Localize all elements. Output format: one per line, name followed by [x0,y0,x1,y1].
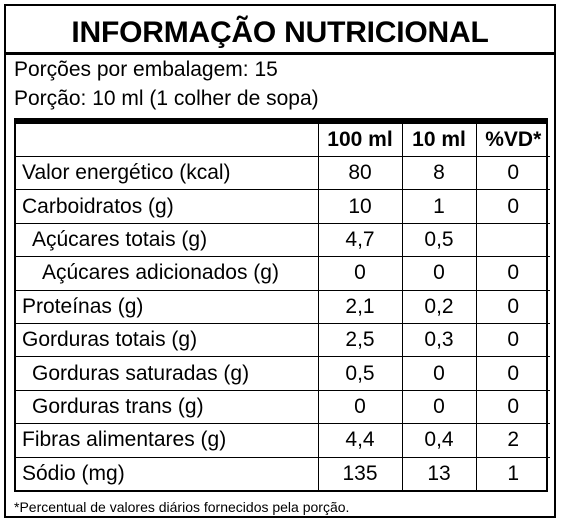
value-per-100ml: 0,5 [317,356,403,391]
nutrient-name: Fibras alimentares (g) [16,423,319,458]
value-daily-value: 0 [475,356,550,391]
header-nutrient [16,124,319,157]
value-daily-value: 0 [475,156,550,191]
nutrient-name: Açúcares adicionados (g) [16,256,319,291]
footnote: *Percentual de valores diários fornecido… [14,499,350,515]
nutrition-table: 100 ml 10 ml %VD* Valor energético (kcal… [16,124,550,490]
value-daily-value: 2 [475,423,550,458]
value-daily-value: 0 [475,289,550,324]
servings-per-package: Porções por embalagem: 15 [14,58,278,81]
value-per-100ml: 0 [317,389,403,425]
value-per-portion: 0 [401,389,477,425]
table-row: Gorduras totais (g) 2,5 0,3 0 [16,322,550,358]
nutrient-name: Gorduras totais (g) [16,322,319,358]
table-row: Valor energético (kcal) 80 8 0 [16,156,550,191]
value-per-portion: 0,5 [401,222,477,258]
value-per-portion: 0 [401,356,477,391]
nutrition-facts-label: INFORMAÇÃO NUTRICIONAL Porções por embal… [4,4,556,518]
value-per-portion: 0,2 [401,289,477,324]
table-header-row: 100 ml 10 ml %VD* [16,124,550,157]
nutrient-name: Açúcares totais (g) [16,222,319,258]
nutrient-name: Gorduras saturadas (g) [16,356,319,391]
value-per-100ml: 10 [317,189,403,224]
table-row: Gorduras saturadas (g) 0,5 0 0 [16,356,550,391]
table-row: Carboidratos (g) 10 1 0 [16,189,550,224]
nutrient-name: Proteínas (g) [16,289,319,324]
value-daily-value: 1 [475,456,550,490]
table-row: Sódio (mg) 135 13 1 [16,456,550,490]
table-row: Fibras alimentares (g) 4,4 0,4 2 [16,423,550,458]
title-divider [6,52,554,55]
value-per-portion: 13 [401,456,477,490]
value-daily-value [475,222,550,258]
header-per-portion: 10 ml [401,124,477,157]
value-per-100ml: 2,5 [317,322,403,358]
value-per-100ml: 2,1 [317,289,403,324]
value-per-portion: 8 [401,156,477,191]
nutrition-table-frame: 100 ml 10 ml %VD* Valor energético (kcal… [14,118,550,492]
label-title: INFORMAÇÃO NUTRICIONAL [71,16,489,49]
value-daily-value: 0 [475,256,550,291]
value-per-100ml: 80 [317,156,403,191]
table-row: Gorduras trans (g) 0 0 0 [16,389,550,425]
value-per-portion: 0,3 [401,322,477,358]
table-row: Açúcares totais (g) 4,7 0,5 [16,222,550,258]
value-per-100ml: 4,7 [317,222,403,258]
table-row: Proteínas (g) 2,1 0,2 0 [16,289,550,324]
value-per-100ml: 0 [317,256,403,291]
value-daily-value: 0 [475,322,550,358]
table-row: Açúcares adicionados (g) 0 0 0 [16,256,550,291]
value-daily-value: 0 [475,389,550,425]
nutrient-name: Gorduras trans (g) [16,389,319,425]
value-per-portion: 1 [401,189,477,224]
nutrient-name: Sódio (mg) [16,456,319,490]
value-per-100ml: 4,4 [317,423,403,458]
nutrient-name: Carboidratos (g) [16,189,319,224]
value-per-portion: 0,4 [401,423,477,458]
header-daily-value: %VD* [475,124,550,157]
nutrient-name: Valor energético (kcal) [16,156,319,191]
value-daily-value: 0 [475,189,550,224]
header-per-100ml: 100 ml [317,124,403,157]
serving-size: Porção: 10 ml (1 colher de sopa) [14,87,319,110]
value-per-100ml: 135 [317,456,403,490]
value-per-portion: 0 [401,256,477,291]
